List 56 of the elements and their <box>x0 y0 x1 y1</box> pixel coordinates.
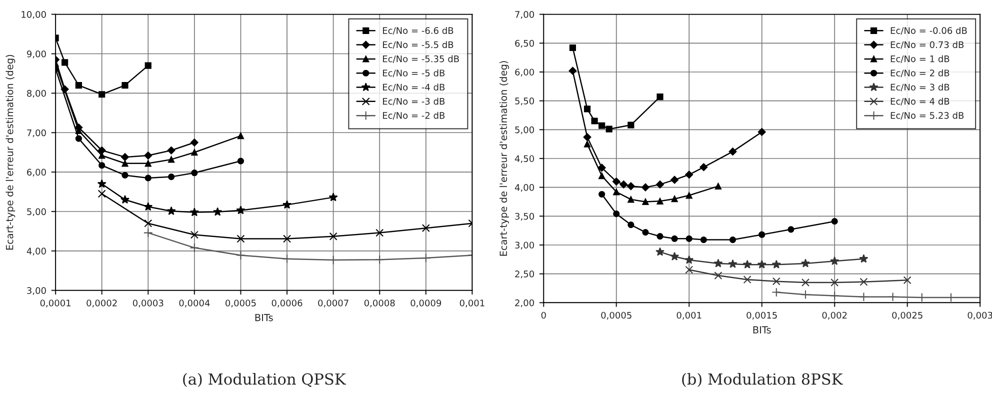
legend-label: Ec/No = 2 dB <box>890 69 950 78</box>
x-tick-label: 0 <box>541 312 546 319</box>
y-tick-label: 4,00 <box>514 184 534 192</box>
y-tick-label: 2,50 <box>515 270 534 278</box>
y-tick-label: 7,00 <box>27 129 46 138</box>
legend-label: Ec/No = -5 dB <box>382 69 445 78</box>
x-tick-label: 0,001 <box>460 300 484 308</box>
x-tick-label: 0,0008 <box>364 300 395 308</box>
y-tick-label: 3,00 <box>27 287 46 295</box>
legend-label: Ec/No = 3 dB <box>890 84 950 92</box>
y-tick-label: 6,50 <box>515 40 534 48</box>
x-tick-label: 0,0004 <box>179 300 210 308</box>
y-axis-title: Ecart-type de l'erreur d'estimation (deg) <box>500 61 509 256</box>
legend-label: Ec/No = -3 dB <box>382 98 445 106</box>
legend-label: Ec/No = 4 dB <box>890 98 950 106</box>
x-tick-label: 0,003 <box>968 312 992 320</box>
x-axis-title: BITs <box>753 326 771 334</box>
text: (a) Modulation QPSK <box>183 372 346 388</box>
text: (b) Modulation 8PSK <box>682 372 843 387</box>
y-tick-label: 7,00 <box>515 11 534 19</box>
y-tick-label: 5,00 <box>515 126 534 134</box>
y-tick-label: 3,00 <box>515 242 534 250</box>
y-tick-label: 10,00 <box>22 11 46 19</box>
legend-label: Ec/No = -4 dB <box>382 84 445 92</box>
y-tick-label: 4,00 <box>26 248 46 256</box>
y-tick-label: 6,00 <box>27 168 46 177</box>
x-tick-label: 0,0009 <box>410 300 442 308</box>
y-tick-label: 3,50 <box>515 212 534 221</box>
y-tick-label: 5,00 <box>27 208 46 216</box>
legend-label: Ec/No = 0.73 dB <box>890 41 964 49</box>
y-tick-label: 4,50 <box>514 155 534 163</box>
x-tick-label: 0,0003 <box>132 300 164 308</box>
x-tick-label: 0,002 <box>822 312 847 320</box>
legend-label: Ec/No = -5.5 dB <box>382 41 454 49</box>
legend-label: Ec/No = 1 dB <box>890 55 950 63</box>
x-tick-label: 0,0006 <box>272 300 302 308</box>
x-tick-label: 0,0005 <box>601 312 632 320</box>
y-axis-title: Ecart-type de l'erreur d'estimation (deg) <box>6 54 16 250</box>
legend-label: Ec/No = -2 dB <box>382 112 445 120</box>
x-tick-label: 0,0002 <box>86 300 117 308</box>
legend-label: Ec/No = -5.35 dB <box>382 55 459 63</box>
x-tick-label: 0,0015 <box>746 312 777 320</box>
x-tick-label: 0,0007 <box>318 300 348 308</box>
y-tick-label: 6,00 <box>515 68 534 76</box>
y-tick-label: 9,00 <box>26 50 46 58</box>
legend-label: Ec/No = 5.23 dB <box>890 112 964 120</box>
legend-label: Ec/No = -6.6 dB <box>382 26 454 35</box>
x-tick-label: 0,0001 <box>40 300 71 308</box>
x-axis-title: BITs <box>255 314 273 322</box>
x-tick-label: 0,0025 <box>892 312 922 320</box>
y-tick-label: 5,50 <box>515 98 534 106</box>
y-tick-label: 8,00 <box>27 90 46 98</box>
x-tick-label: 0,0005 <box>226 300 256 308</box>
y-tick-label: 2,00 <box>515 299 534 308</box>
legend-label: Ec/No = -0.06 dB <box>890 26 967 35</box>
x-tick-label: 0,001 <box>676 312 702 320</box>
